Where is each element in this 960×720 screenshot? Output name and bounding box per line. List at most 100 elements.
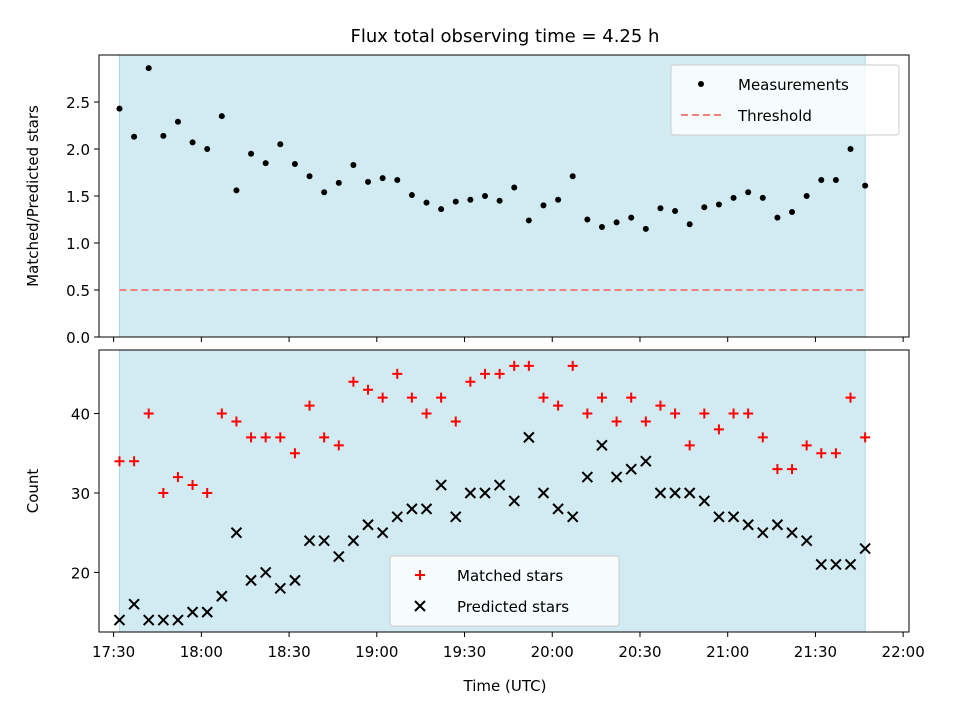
- matched-star-point: [494, 368, 505, 379]
- matched-star-point: [436, 392, 447, 403]
- bottom-legend-label: Matched stars: [457, 567, 563, 585]
- bottom-axes-frame: [98, 349, 910, 633]
- measurement-point: [686, 221, 693, 228]
- predicted-star-point: [727, 511, 740, 523]
- measurement-point: [452, 198, 459, 205]
- predicted-star-point: [800, 534, 813, 547]
- measurement-point: [291, 161, 298, 168]
- top-y-tick-label: 1.0: [66, 235, 90, 253]
- matched-star-point: [772, 464, 783, 475]
- predicted-star-point: [508, 495, 520, 507]
- matched-star-point: [450, 416, 461, 427]
- measurement-point: [715, 201, 722, 208]
- measurement-point: [525, 217, 532, 224]
- matched-star-point: [246, 432, 257, 443]
- predicted-star-point: [318, 534, 330, 547]
- matched-star-point: [757, 432, 768, 443]
- matched-star-point: [713, 424, 724, 435]
- matched-star-point: [129, 456, 140, 467]
- predicted-star-point: [523, 431, 535, 444]
- bottom-y-tick-label: 20: [71, 564, 90, 582]
- measurement-point: [730, 194, 737, 201]
- matched-star-point: [860, 432, 871, 443]
- x-axis-label: Time (UTC): [463, 677, 547, 695]
- matched-star-point: [743, 408, 754, 419]
- predicted-star-point: [479, 487, 491, 499]
- matched-star-point: [479, 368, 490, 379]
- matched-star-point: [611, 416, 622, 427]
- measurement-point: [628, 214, 635, 221]
- predicted-star-point: [757, 526, 769, 539]
- predicted-star-point: [362, 519, 374, 531]
- matched-star-point: [553, 400, 564, 411]
- matched-star-point: [684, 440, 695, 451]
- measurement-point: [335, 179, 342, 186]
- bottom-y-axis-label: Count: [24, 469, 42, 514]
- matched-star-point: [289, 448, 300, 459]
- matched-star-point: [304, 400, 315, 411]
- top-legend-box: [670, 64, 900, 136]
- measurement-point: [832, 177, 839, 184]
- bottom-y-tick-label: 40: [71, 406, 90, 424]
- matched-star-point: [538, 392, 549, 403]
- predicted-star-point: [303, 534, 316, 547]
- measurement-point: [160, 132, 167, 139]
- matched-star-point: [348, 376, 359, 387]
- measurement-point: [745, 189, 752, 196]
- predicted-star-point: [610, 471, 623, 483]
- predicted-star-point: [435, 479, 447, 491]
- predicted-star-point: [567, 511, 579, 523]
- predicted-star-point: [245, 574, 257, 587]
- predicted-star-point: [537, 487, 550, 499]
- matched-star-point: [699, 408, 710, 419]
- matched-star-point: [363, 384, 374, 395]
- top-y-tick-label: 1.5: [66, 188, 90, 206]
- matched-star-point: [421, 408, 432, 419]
- measurement-point: [365, 178, 372, 185]
- bottom-x-tick-label: 17:30: [92, 643, 135, 661]
- predicted-star-point: [581, 471, 594, 483]
- matched-star-point: [509, 360, 520, 371]
- top-legend-label: Measurements: [738, 76, 849, 94]
- measurement-point: [657, 205, 664, 212]
- measurement-point: [789, 208, 796, 215]
- measurement-point: [803, 193, 810, 199]
- matched-star-point: [377, 392, 388, 403]
- matched-star-point: [655, 400, 666, 411]
- predicted-star-point: [464, 487, 477, 499]
- bottom-x-tick-label: 21:00: [706, 643, 749, 661]
- measurement-point: [394, 177, 401, 184]
- matched-star-point: [231, 416, 242, 427]
- matched-star-point: [787, 464, 798, 475]
- measurement-point: [511, 184, 518, 191]
- measurement-point: [862, 182, 869, 189]
- bottom-x-tick-label: 21:30: [794, 643, 837, 661]
- top-y-tick-label: 2.5: [66, 94, 90, 112]
- predicted-star-point: [420, 503, 433, 515]
- measurement-point: [131, 133, 138, 140]
- measurement-point: [174, 118, 181, 125]
- measurement-point: [584, 216, 591, 223]
- predicted-star-point: [815, 558, 827, 571]
- predicted-star-point: [450, 511, 462, 523]
- predicted-star-point: [669, 487, 681, 499]
- measurement-point: [145, 65, 152, 72]
- matched-star-point: [567, 360, 578, 371]
- matched-star-point: [816, 448, 827, 459]
- top-y-tick-label: 0.0: [66, 329, 90, 347]
- chart-title: Flux total observing time = 4.25 h: [351, 26, 660, 47]
- matched-star-point: [172, 472, 183, 483]
- predicted-star-point: [771, 519, 784, 531]
- measurement-point: [321, 189, 328, 196]
- predicted-star-point: [698, 495, 711, 507]
- measurement-point: [189, 139, 196, 146]
- matched-star-point: [465, 376, 476, 387]
- predicted-star-point: [113, 614, 126, 626]
- predicted-star-point: [216, 590, 228, 602]
- predicted-star-point: [274, 582, 287, 595]
- predicted-star-point: [128, 598, 140, 610]
- bottom-x-tick-label: 19:00: [355, 643, 398, 661]
- measurement-point: [248, 150, 255, 157]
- matched-star-point: [640, 416, 651, 427]
